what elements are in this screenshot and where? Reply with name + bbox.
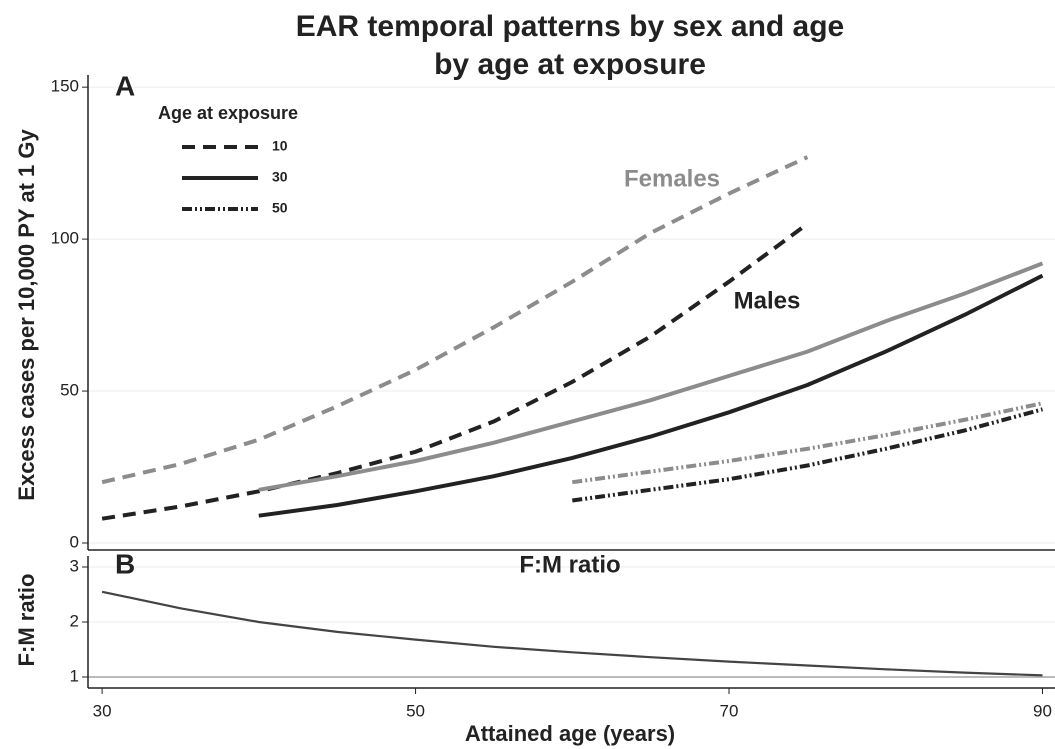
y-axis-label: Excess cases per 10,000 PY at 1 Gy [14,129,39,501]
annotation: Females [624,165,720,192]
legend-label: 10 [272,138,288,154]
y-tick-label: 1 [70,666,79,685]
y-tick-label: 2 [70,611,79,630]
annotation: B [115,548,135,579]
legend-label: 30 [272,169,288,185]
y-tick-label: 50 [60,381,79,400]
series-line [572,401,1043,485]
series-line [101,155,809,485]
annotation: Males [734,287,801,314]
chart-title: EAR temporal patterns by sex and age [296,10,845,43]
series-line [101,222,809,521]
series-line [572,407,1044,503]
y-tick-label: 100 [51,229,79,248]
x-tick-label: 30 [93,701,112,720]
x-axis-label: Attained age (years) [465,721,675,746]
x-tick-label: 50 [406,701,425,720]
annotation: F:M ratio [519,551,620,578]
annotation: A [115,70,135,101]
legend-label: 50 [272,200,288,216]
chart-title: by age at exposure [434,48,706,81]
series-line [101,590,1043,677]
series-line [258,261,1044,492]
y-tick-label: 150 [51,77,79,96]
legend-title: Age at exposure [158,103,298,123]
x-tick-label: 70 [720,701,739,720]
x-tick-label: 90 [1033,701,1052,720]
y-axis-label: F:M ratio [14,574,39,667]
y-tick-label: 0 [70,532,79,551]
y-tick-label: 3 [70,556,79,575]
series-line [258,273,1044,518]
